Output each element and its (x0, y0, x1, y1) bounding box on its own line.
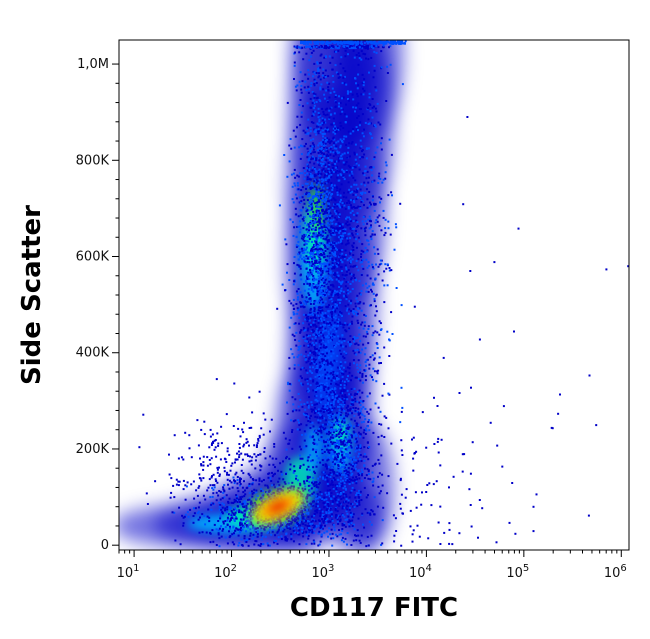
x-tick-label: 104 (409, 563, 432, 581)
y-tick-label: 200K (76, 442, 110, 457)
y-tick-label: 600K (76, 250, 110, 265)
density-peaks (250, 488, 306, 525)
y-axis-title: Side Scatter (17, 205, 47, 385)
x-tick-label: 103 (312, 563, 335, 581)
x-tick-label: 106 (604, 563, 627, 581)
y-tick-label: 0 (101, 538, 109, 553)
y-axis-ticks: 0 200K 400K 600K 800K 1,0M (76, 57, 119, 553)
y-tick-label: 400K (76, 346, 110, 361)
y-tick-label: 800K (76, 153, 110, 168)
x-tick-label: 102 (214, 563, 237, 581)
x-axis-ticks: 101 102 103 104 105 106 (117, 550, 627, 581)
x-tick-label: 101 (117, 563, 140, 581)
y-tick-label: 1,0M (77, 57, 109, 72)
x-axis-title: CD117 FITC (290, 593, 458, 623)
plot-area (119, 40, 629, 550)
x-tick-label: 105 (506, 563, 529, 581)
